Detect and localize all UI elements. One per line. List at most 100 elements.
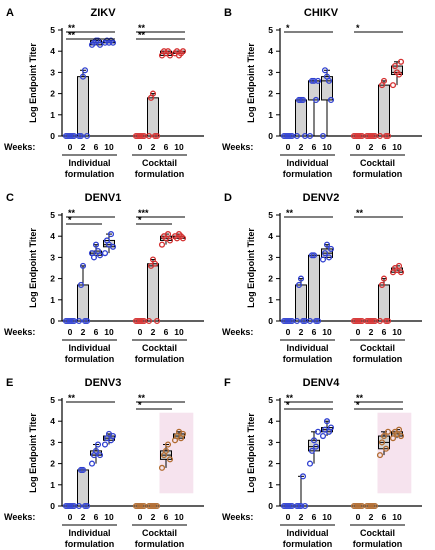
box	[147, 97, 159, 137]
panel-title: ZIKV	[90, 7, 116, 19]
x-tick-label: 0	[286, 142, 291, 152]
data-point	[293, 502, 301, 510]
data-point	[352, 132, 360, 140]
significance-label: **	[68, 30, 76, 40]
data-point	[280, 132, 288, 140]
data-point	[391, 62, 399, 70]
data-point	[109, 39, 117, 46]
data-point	[153, 132, 161, 140]
data-point	[109, 243, 117, 250]
data-point	[136, 132, 144, 140]
x-tick-label: 10	[322, 142, 332, 152]
data-point	[88, 460, 96, 467]
data-point	[92, 37, 100, 44]
data-point	[321, 67, 329, 74]
data-point	[68, 132, 76, 140]
data-point	[365, 132, 373, 140]
x-tick-label: 6	[164, 142, 169, 152]
data-point	[134, 502, 142, 510]
panel-letter: F	[224, 377, 231, 389]
data-point	[382, 132, 390, 140]
box	[321, 76, 333, 101]
x-tick-label: 6	[94, 327, 99, 337]
x-tick-label: 6	[164, 327, 169, 337]
data-point	[109, 432, 117, 440]
panel-letter: D	[224, 192, 232, 204]
significance-label: *	[138, 215, 142, 225]
data-point	[382, 445, 390, 452]
y-tick-label: 5	[50, 210, 55, 220]
data-point	[107, 231, 115, 238]
data-point	[132, 502, 140, 510]
box	[77, 76, 89, 137]
data-point	[75, 317, 83, 325]
significance-label: **	[68, 393, 76, 403]
x-tick-label: 2	[151, 512, 156, 522]
data-point	[64, 132, 72, 140]
data-point	[284, 317, 292, 325]
y-tick-label: 5	[268, 25, 273, 35]
data-point	[376, 132, 384, 140]
panel-title: DENV2	[303, 192, 340, 204]
data-point	[310, 437, 318, 444]
data-point	[327, 96, 335, 104]
data-point	[62, 132, 70, 140]
data-point	[153, 317, 161, 325]
data-point	[166, 237, 174, 244]
weeks-label: Weeks:	[4, 512, 35, 522]
x-tick-label: 2	[151, 327, 156, 337]
group-label: formulation	[353, 539, 403, 549]
data-point	[389, 82, 397, 89]
data-point	[395, 262, 403, 269]
data-point	[149, 90, 157, 97]
x-tick-label: 2	[81, 142, 86, 152]
y-tick-label: 3	[50, 252, 55, 262]
data-point	[138, 502, 146, 510]
data-point	[151, 502, 159, 510]
x-tick-label: 0	[286, 512, 291, 522]
data-point	[79, 262, 87, 269]
box	[77, 284, 89, 322]
x-tick-label: 10	[174, 327, 184, 337]
data-point	[312, 317, 320, 325]
y-tick-label: 0	[50, 131, 55, 141]
data-point	[297, 275, 305, 282]
group-label: Cocktail	[142, 528, 177, 538]
x-tick-label: 0	[68, 327, 73, 337]
significance-label: **	[286, 393, 294, 403]
data-point	[295, 96, 303, 104]
data-point	[280, 502, 288, 510]
data-point	[147, 502, 155, 510]
data-point	[79, 73, 87, 80]
data-point	[376, 452, 384, 459]
data-point	[81, 67, 89, 74]
weeks-label: Weeks:	[222, 327, 253, 337]
group-label: formulation	[135, 169, 185, 179]
significance-label: **	[356, 393, 364, 403]
significance-label: **	[68, 23, 76, 33]
y-tick-label: 3	[268, 67, 273, 77]
data-point	[83, 132, 91, 140]
data-point	[295, 281, 303, 289]
y-axis-label: Log Endpoint Titer	[246, 43, 256, 123]
data-point	[380, 77, 388, 84]
data-point	[367, 502, 375, 510]
x-tick-label: 6	[312, 142, 317, 152]
y-tick-label: 4	[50, 231, 55, 241]
panel-title: DENV3	[85, 377, 122, 389]
y-axis-label: Log Endpoint Titer	[28, 413, 38, 493]
x-tick-label: 6	[382, 512, 387, 522]
x-tick-label: 2	[369, 512, 374, 522]
data-point	[325, 254, 333, 261]
group-label: Individual	[68, 158, 110, 168]
data-point	[352, 502, 360, 510]
data-point	[397, 58, 405, 65]
data-point	[354, 317, 362, 325]
data-point	[306, 460, 314, 467]
shaded-region	[377, 412, 412, 494]
